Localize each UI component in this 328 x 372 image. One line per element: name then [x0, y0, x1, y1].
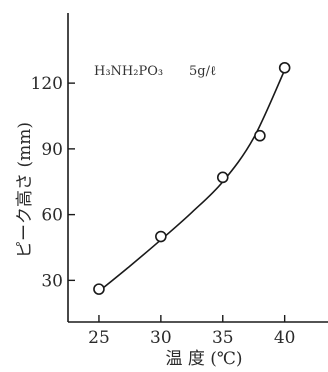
y-tick-label: 60 — [41, 206, 63, 226]
fit-curve — [98, 69, 286, 292]
x-tick-label: 30 — [150, 328, 172, 348]
annotation: H₃NH₂PO₃ 5g/ℓ — [94, 64, 216, 79]
data-points — [93, 61, 291, 295]
data-point — [155, 230, 167, 243]
data-point — [254, 129, 266, 142]
y-tick-label: 90 — [41, 140, 63, 160]
x-tick-label: 40 — [274, 328, 296, 348]
annotation-reagent: H₃NH₂PO₃ — [94, 64, 163, 79]
data-point — [216, 171, 229, 184]
annotation-concentration: 5g/ℓ — [189, 64, 216, 79]
x-tick-label: 35 — [212, 328, 234, 348]
axes — [67, 13, 328, 323]
y-tick-label: 120 — [31, 74, 63, 94]
y-tick-label: 30 — [41, 271, 63, 291]
x-tick-label: 25 — [88, 328, 110, 348]
data-point — [278, 61, 291, 74]
y-axis-label: ピーク高さ (mm) — [15, 122, 35, 258]
ticks: 25 30 35 40 30 60 90 120 — [31, 74, 296, 348]
x-axis-label: 温 度 (℃) — [165, 349, 242, 369]
data-point — [93, 283, 105, 295]
